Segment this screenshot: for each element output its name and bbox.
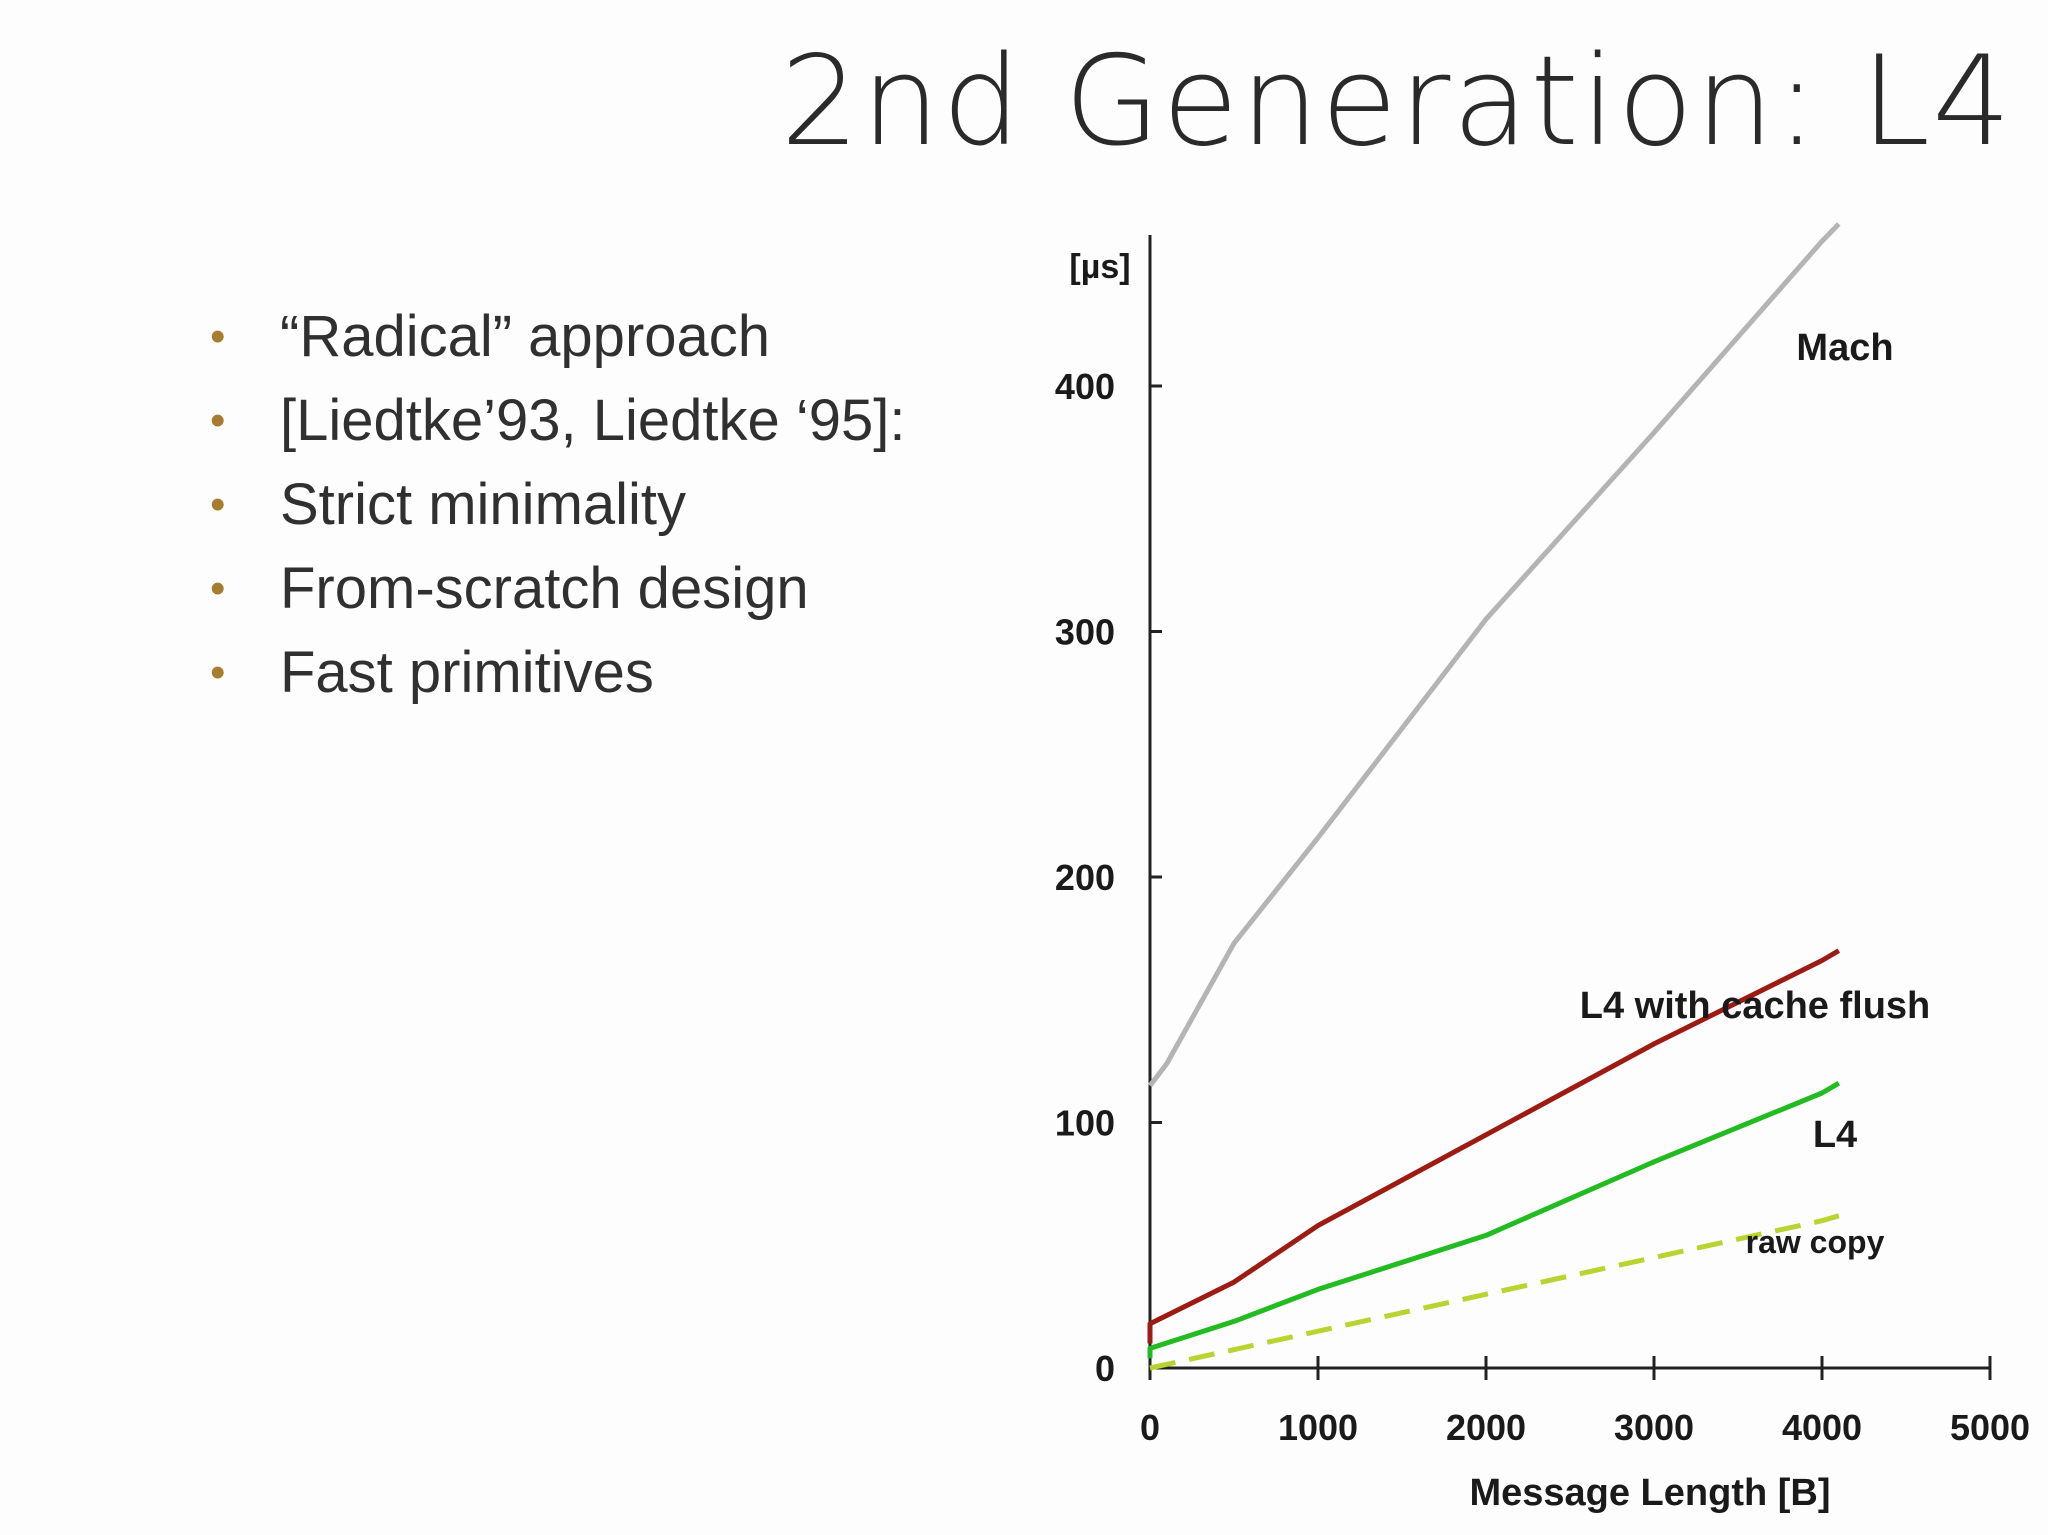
series-label-raw-copy: raw copy	[1746, 1224, 1885, 1260]
bullet-text: Strict minimality	[280, 472, 687, 537]
y-tick-label: 300	[1055, 612, 1115, 653]
bullet-item: • [Liedtke’93, Liedtke ‘95]:	[206, 379, 906, 463]
series-line-mach	[1148, 222, 1841, 1088]
series-label-l4-with-cache-flush: L4 with cache flush	[1580, 985, 1931, 1027]
x-tick-label: 0	[1140, 1407, 1160, 1448]
y-tick-label: 0	[1095, 1348, 1115, 1389]
bullet-text: [Liedtke’93, Liedtke ‘95]:	[280, 388, 906, 453]
bullet-text: From-scratch design	[280, 556, 809, 621]
y-tick-label: 200	[1055, 857, 1115, 898]
bullet-dot-icon: •	[210, 312, 226, 361]
bullet-dot-icon: •	[210, 480, 226, 529]
series-line-l4	[1147, 1081, 1841, 1359]
x-tick-label: 1000	[1278, 1407, 1358, 1448]
y-tick-label: 400	[1055, 366, 1115, 407]
series-label-l4: L4	[1813, 1114, 1857, 1156]
x-tick-label: 3000	[1614, 1407, 1694, 1448]
series-label-mach: Mach	[1796, 327, 1893, 369]
y-tick-label: 100	[1055, 1103, 1115, 1144]
bullet-dot-icon: •	[210, 564, 226, 613]
bullet-text: “Radical” approach	[280, 304, 771, 369]
bullet-dot-icon: •	[210, 396, 226, 445]
slide-title: 2nd Generation: L4	[780, 30, 2013, 174]
bullet-item: • “Radical” approach	[206, 295, 906, 379]
bullet-item: • Fast primitives	[206, 631, 906, 715]
x-tick-label: 4000	[1782, 1407, 1862, 1448]
bullet-item: • From-scratch design	[206, 547, 906, 631]
x-tick-label: 2000	[1446, 1407, 1526, 1448]
bullet-text: Fast primitives	[280, 640, 654, 705]
x-axis-label: Message Length [B]	[1469, 1472, 1830, 1514]
series-line-raw-copy	[1149, 1213, 1840, 1371]
x-tick-label: 5000	[1950, 1407, 2030, 1448]
bullet-list: • “Radical” approach • [Liedtke’93, Liedtk…	[206, 295, 906, 715]
series-line-l4-with-cache-flush	[1147, 948, 1841, 1344]
bullet-item: • Strict minimality	[206, 463, 906, 547]
bullet-dot-icon: •	[210, 648, 226, 697]
y-axis-label: [µs]	[1069, 248, 1130, 286]
